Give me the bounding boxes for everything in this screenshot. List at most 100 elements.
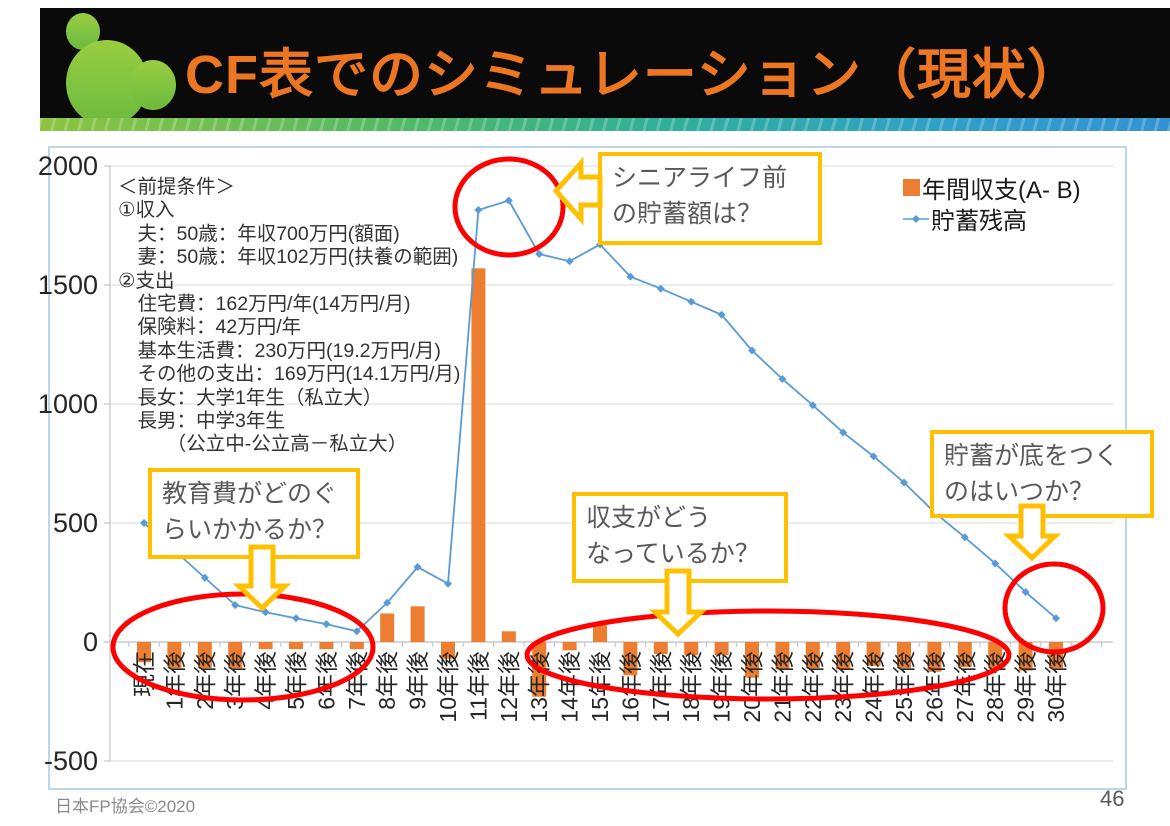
condition-line: 保険料：42万円/年 (118, 316, 302, 339)
x-axis-label-25年後: 25年後 (891, 651, 917, 723)
x-axis-label-10年後: 10年後 (435, 651, 461, 723)
x-axis-label-7年後: 7年後 (344, 651, 370, 710)
x-axis-label-17年後: 17年後 (648, 651, 674, 723)
savings-marker-21年後 (778, 375, 787, 384)
callout-balance-question: 収支がどう なっているか？ (572, 492, 788, 583)
savings-marker-24年後 (869, 452, 878, 461)
x-axis-label-8年後: 8年後 (374, 651, 400, 710)
header-gradient-strip (40, 118, 1170, 131)
header-bar (40, 8, 1170, 118)
condition-line: 長男：中学3年生 (118, 410, 285, 433)
logo-arm-circle (130, 60, 176, 110)
y-axis-label--500: -500 (44, 746, 98, 776)
bar-15年後 (593, 625, 607, 642)
savings-marker-27年後 (960, 533, 969, 542)
condition-line: ②支出 (118, 269, 175, 292)
x-axis-label-5年後: 5年後 (283, 651, 309, 710)
savings-marker-4年後 (261, 608, 270, 617)
savings-marker-25年後 (900, 478, 908, 487)
x-axis-label-11年後: 11年後 (465, 651, 491, 721)
x-axis-label-15年後: 15年後 (587, 651, 613, 723)
y-axis-label-0: 0 (83, 627, 98, 657)
bar-4年後 (258, 642, 273, 650)
savings-marker-22年後 (808, 401, 817, 410)
bar-11年後 (471, 268, 486, 642)
savings-marker-12年後 (504, 196, 513, 205)
x-axis-label-30年後: 30年後 (1043, 651, 1069, 723)
bar-7年後 (349, 642, 364, 650)
condition-line: 長女：大学1年生（私立大） (118, 386, 383, 409)
x-axis-label-16年後: 16年後 (617, 651, 643, 723)
condition-line: ＜前提条件＞ (118, 176, 236, 198)
x-axis-label-29年後: 29年後 (1013, 651, 1039, 723)
bar-5年後 (289, 642, 303, 650)
x-axis-label-9年後: 9年後 (405, 651, 431, 710)
bar-14年後 (562, 642, 577, 651)
savings-marker-14年後 (565, 257, 574, 266)
x-axis-label-22年後: 22年後 (800, 651, 826, 723)
page-title: CF表でのシミュレーション（現状） (185, 45, 1082, 105)
x-axis-label-20年後: 20年後 (739, 651, 765, 723)
callout-depletion-line1: 貯蓄が底をつく (944, 442, 1120, 470)
x-axis-label-1年後: 1年後 (161, 651, 187, 710)
savings-marker-2年後 (200, 573, 209, 582)
line-series-marker-icon (903, 214, 929, 223)
bar-12年後 (501, 631, 516, 642)
savings-marker-20年後 (748, 346, 756, 355)
preconditions-text: ＜前提条件＞ ①収入 夫：50歳：年収700万円(額面) 妻：50歳：年収102万… (118, 176, 490, 457)
legend-label-annual-balance: 年間収支(A- B) (922, 177, 1081, 204)
condition-line: 住宅費：162万円/年(14万円/月) (118, 293, 411, 316)
savings-marker-8年後 (383, 598, 392, 607)
footer-credit: 日本FP協会©2020 (55, 797, 196, 816)
savings-marker-13年後 (535, 250, 544, 259)
condition-line: 夫：50歳：年収700万円(額面) (118, 222, 400, 245)
chart-legend: 年間収支(A- B) 貯蓄残高 (903, 172, 1081, 235)
bar-9年後 (410, 606, 425, 642)
savings-marker-19年後 (717, 310, 726, 319)
legend-item-savings: 貯蓄残高 (903, 203, 1081, 235)
callout-senior-savings: シニアライフ前 の貯蓄額は？ (598, 152, 822, 245)
savings-marker-10年後 (444, 579, 452, 588)
y-axis-label-2000: 2000 (38, 151, 98, 181)
condition-line: 妻：50歳：年収102万円(扶養の範囲) (118, 246, 459, 269)
x-axis-label-4年後: 4年後 (253, 651, 279, 710)
y-axis-label-1000: 1000 (38, 389, 98, 419)
x-axis-label-13年後: 13年後 (526, 651, 552, 723)
callout-senior-line2: の貯蓄額は？ (612, 200, 763, 228)
condition-line: （公立中-公立高－私立大） (118, 433, 408, 456)
callout-education-line1: 教育費がどのぐ (162, 480, 338, 508)
bar-series-swatch-icon (903, 179, 920, 196)
condition-line: 基本生活費：230万円(19.2万円/月) (118, 339, 441, 362)
callout-balance-line1: 収支がどう (586, 504, 712, 532)
savings-marker-23年後 (839, 428, 848, 437)
callout-savings-depletion: 貯蓄が底をつく のはいつか？ (930, 430, 1154, 518)
callout-depletion-line2: のはいつか？ (944, 478, 1095, 506)
x-axis-label-3年後: 3年後 (222, 651, 248, 710)
savings-marker-6年後 (322, 620, 331, 629)
legend-label-savings: 貯蓄残高 (931, 208, 1027, 235)
fp-association-logo-icon (52, 10, 182, 126)
callout-education-cost: 教育費がどのぐ らいかかるか？ (148, 468, 360, 559)
x-axis-label-6年後: 6年後 (313, 651, 339, 710)
bar-6年後 (319, 642, 334, 650)
x-axis-label-現在: 現在 (131, 651, 157, 697)
bar-10年後 (441, 642, 455, 659)
savings-marker-現在 (140, 519, 148, 527)
x-axis-label-26年後: 26年後 (921, 651, 947, 723)
legend-item-annual-balance: 年間収支(A- B) (903, 172, 1081, 204)
x-axis-label-19年後: 19年後 (709, 651, 735, 723)
x-axis-label-18年後: 18年後 (678, 651, 704, 723)
callout-education-line2: らいかかるか？ (162, 516, 338, 544)
x-axis-label-2年後: 2年後 (192, 651, 218, 710)
savings-marker-5年後 (292, 614, 300, 623)
y-axis-label-1500: 1500 (38, 270, 98, 300)
savings-marker-9年後 (413, 563, 422, 572)
condition-line: その他の支出：169万円(14.1万円/月) (118, 363, 461, 386)
callout-balance-line2: なっているか？ (586, 540, 760, 568)
savings-marker-28年後 (991, 559, 1000, 568)
callout-senior-line1: シニアライフ前 (612, 164, 788, 192)
condition-line: ①収入 (118, 199, 175, 222)
x-axis-label-24年後: 24年後 (861, 651, 887, 723)
y-axis-label-500: 500 (53, 508, 98, 538)
